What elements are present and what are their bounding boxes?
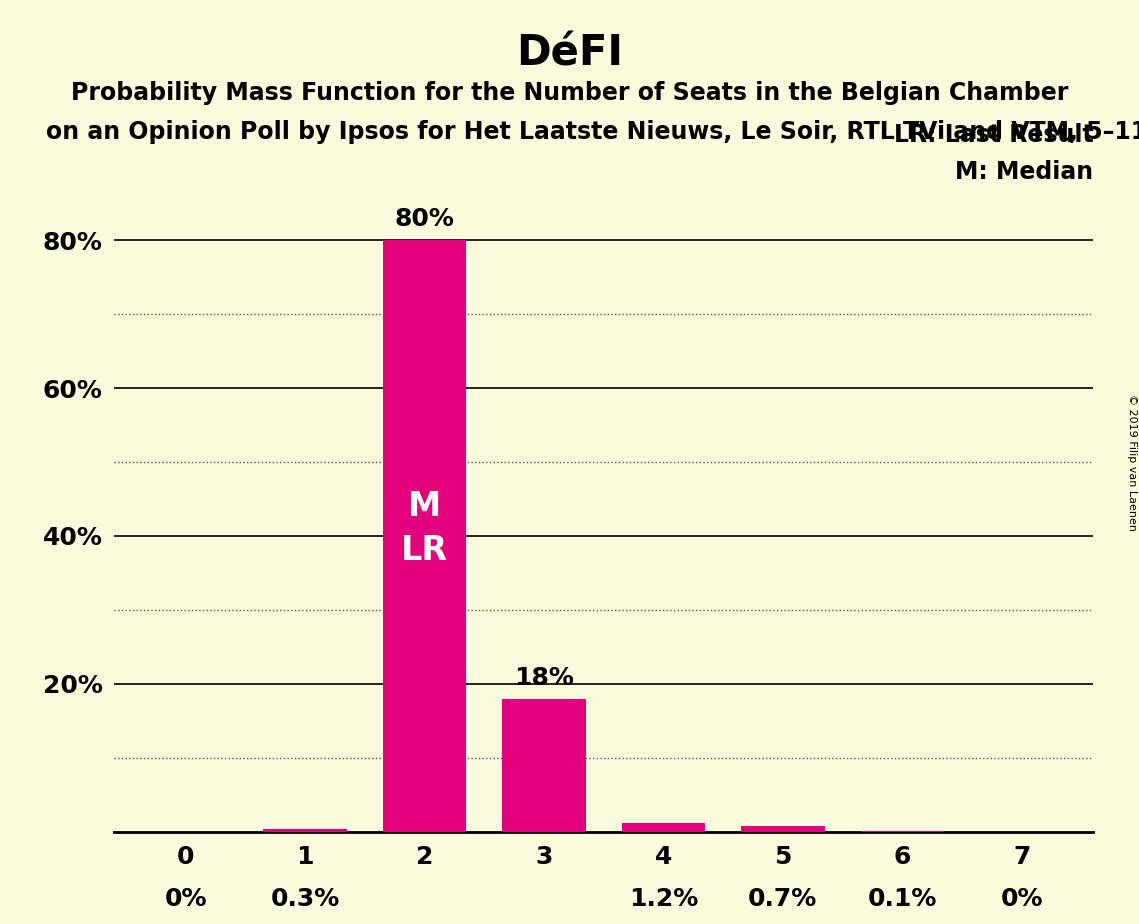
- Bar: [383, 240, 466, 832]
- Bar: [741, 826, 825, 832]
- Text: 18%: 18%: [514, 665, 574, 689]
- Bar: [622, 822, 705, 832]
- Text: 80%: 80%: [394, 207, 454, 231]
- Text: 0.1%: 0.1%: [868, 887, 937, 911]
- Bar: [502, 699, 585, 832]
- Text: © 2019 Filip van Laenen: © 2019 Filip van Laenen: [1126, 394, 1137, 530]
- Text: LR: Last Result: LR: Last Result: [894, 123, 1093, 147]
- Text: DéFI: DéFI: [516, 32, 623, 74]
- Text: 0.3%: 0.3%: [270, 887, 339, 911]
- Text: Probability Mass Function for the Number of Seats in the Belgian Chamber: Probability Mass Function for the Number…: [71, 81, 1068, 105]
- Text: on an Opinion Poll by Ipsos for Het Laatste Nieuws, Le Soir, RTL TVi and VTM, 5–: on an Opinion Poll by Ipsos for Het Laat…: [46, 120, 1139, 144]
- Text: M
LR: M LR: [401, 491, 448, 566]
- Text: 1.2%: 1.2%: [629, 887, 698, 911]
- Bar: [263, 830, 347, 832]
- Text: M: Median: M: Median: [956, 160, 1093, 184]
- Text: 0%: 0%: [164, 887, 207, 911]
- Text: 0%: 0%: [1000, 887, 1043, 911]
- Text: 0.7%: 0.7%: [748, 887, 818, 911]
